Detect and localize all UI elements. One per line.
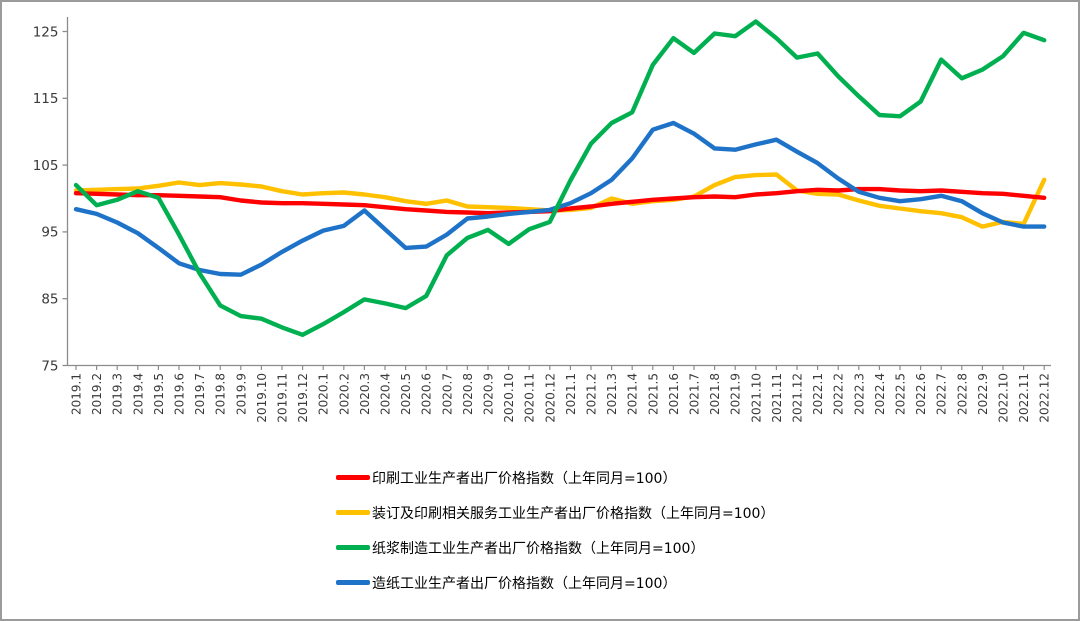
x-tick-label: 2019.2 bbox=[90, 373, 104, 415]
x-tick-label: 2019.9 bbox=[234, 373, 248, 415]
x-tick-label: 2019.1 bbox=[70, 373, 84, 415]
legend-swatch-printing-ppi bbox=[336, 475, 370, 480]
x-tick-label: 2022.10 bbox=[997, 373, 1011, 423]
x-tick-label: 2019.5 bbox=[152, 373, 166, 415]
x-tick-label: 2020.12 bbox=[543, 373, 557, 423]
legend-label-papermaking-ppi: 造纸工业生产者出厂价格指数（上年同月=100） bbox=[372, 575, 677, 592]
chart-legend: 印刷工业生产者出厂价格指数（上年同月=100） 装订及印刷相关服务工业生产者出厂价… bbox=[336, 460, 774, 600]
x-tick-label: 2019.3 bbox=[111, 373, 125, 415]
y-tick-label: 95 bbox=[41, 225, 58, 241]
x-tick-label: 2021.4 bbox=[626, 373, 640, 415]
x-tick-label: 2019.4 bbox=[131, 373, 145, 415]
legend-label-binding-printing-services-ppi: 装订及印刷相关服务工业生产者出厂价格指数（上年同月=100） bbox=[372, 505, 775, 522]
x-tick-label: 2020.11 bbox=[523, 373, 537, 423]
x-tick-label: 2021.9 bbox=[729, 373, 743, 415]
x-tick-label: 2019.10 bbox=[255, 373, 269, 423]
legend-swatch-papermaking-ppi bbox=[336, 580, 370, 585]
x-tick-label: 2021.7 bbox=[688, 373, 702, 415]
x-tick-label: 2019.12 bbox=[296, 373, 310, 423]
x-tick-label: 2020.5 bbox=[399, 373, 413, 415]
x-tick-label: 2022.12 bbox=[1038, 373, 1052, 423]
x-tick-label: 2021.10 bbox=[749, 373, 763, 423]
legend-swatch-pulp-manufacturing-ppi bbox=[336, 545, 370, 550]
x-tick-label: 2020.2 bbox=[337, 373, 351, 415]
legend-label-printing-ppi: 印刷工业生产者出厂价格指数（上年同月=100） bbox=[372, 470, 677, 487]
x-tick-label: 2021.8 bbox=[708, 373, 722, 415]
x-tick-label: 2022.3 bbox=[852, 373, 866, 415]
x-tick-label: 2019.7 bbox=[193, 373, 207, 415]
y-tick-label: 105 bbox=[33, 158, 59, 174]
x-tick-label: 2019.11 bbox=[276, 373, 290, 423]
legend-swatch-binding-printing-services-ppi bbox=[336, 510, 370, 515]
x-tick-label: 2021.1 bbox=[564, 373, 578, 415]
x-tick-label: 2021.6 bbox=[667, 373, 681, 415]
x-tick-label: 2020.10 bbox=[502, 373, 516, 423]
x-tick-label: 2020.7 bbox=[440, 373, 454, 415]
legend-item-binding-printing-services-ppi: 装订及印刷相关服务工业生产者出厂价格指数（上年同月=100） bbox=[336, 495, 774, 530]
x-tick-label: 2020.8 bbox=[461, 373, 475, 415]
series-line-papermaking-ppi bbox=[73, 120, 1047, 277]
x-tick-label: 2021.11 bbox=[770, 373, 784, 423]
x-tick-label: 2022.2 bbox=[832, 373, 846, 415]
x-tick-label: 2022.7 bbox=[935, 373, 949, 415]
x-tick-label: 2022.4 bbox=[873, 373, 887, 415]
x-tick-label: 2022.9 bbox=[976, 373, 990, 415]
x-tick-label: 2021.2 bbox=[585, 373, 599, 415]
legend-item-printing-ppi: 印刷工业生产者出厂价格指数（上年同月=100） bbox=[336, 460, 774, 495]
x-tick-label: 2020.6 bbox=[420, 373, 434, 415]
series-line-printing-ppi bbox=[73, 186, 1047, 216]
y-tick-label: 125 bbox=[33, 24, 59, 40]
x-tick-label: 2020.9 bbox=[482, 373, 496, 415]
x-tick-label: 2022.6 bbox=[914, 373, 928, 415]
x-tick-label: 2022.11 bbox=[1017, 373, 1031, 423]
legend-item-pulp-manufacturing-ppi: 纸浆制造工业生产者出厂价格指数（上年同月=100） bbox=[336, 530, 774, 565]
x-tick-label: 2021.5 bbox=[646, 373, 660, 415]
y-tick-label: 75 bbox=[41, 358, 58, 374]
x-tick-label: 2021.3 bbox=[605, 373, 619, 415]
x-tick-label: 2021.12 bbox=[791, 373, 805, 423]
x-tick-label: 2022.1 bbox=[811, 373, 825, 415]
x-tick-label: 2020.3 bbox=[358, 373, 372, 415]
x-tick-label: 2022.5 bbox=[894, 373, 908, 415]
legend-item-papermaking-ppi: 造纸工业生产者出厂价格指数（上年同月=100） bbox=[336, 565, 774, 600]
x-tick-label: 2022.8 bbox=[955, 373, 969, 415]
y-tick-label: 115 bbox=[33, 91, 59, 107]
series-line-pulp-manufacturing-ppi bbox=[73, 19, 1047, 337]
x-tick-label: 2020.4 bbox=[379, 373, 393, 415]
x-tick-label: 2020.1 bbox=[317, 373, 331, 415]
x-tick-label: 2019.6 bbox=[173, 373, 187, 415]
x-tick-label: 2019.8 bbox=[214, 373, 228, 415]
legend-label-pulp-manufacturing-ppi: 纸浆制造工业生产者出厂价格指数（上年同月=100） bbox=[372, 540, 705, 557]
y-tick-label: 85 bbox=[41, 292, 58, 308]
